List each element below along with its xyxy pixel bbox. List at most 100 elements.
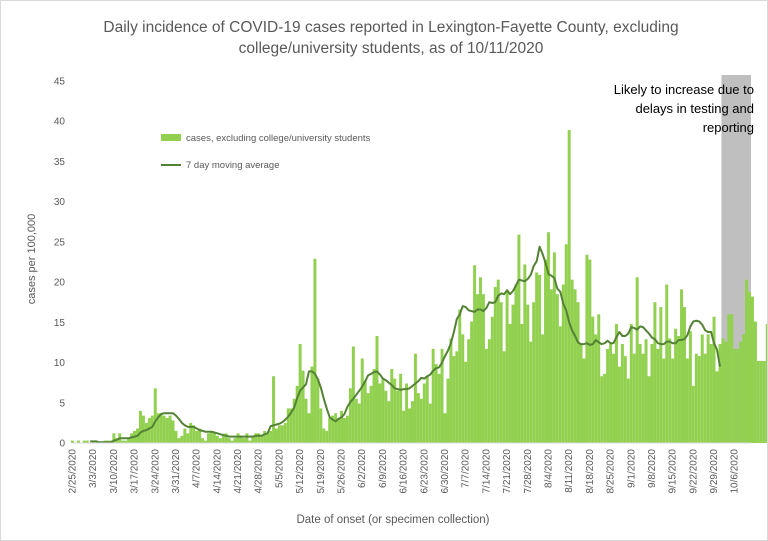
- bar: [251, 435, 255, 443]
- bar: [452, 356, 456, 443]
- bar: [756, 360, 760, 443]
- bar: [127, 438, 131, 443]
- bar: [697, 356, 701, 443]
- bar: [555, 294, 559, 443]
- bar: [263, 430, 267, 443]
- delay-annotation: Likely to increase due to delays in test…: [613, 82, 754, 135]
- x-tick-label: 3/17/2020: [130, 449, 141, 494]
- bar: [751, 296, 754, 443]
- bar: [360, 358, 364, 443]
- bar: [526, 304, 530, 443]
- y-tick-label: 10: [54, 358, 66, 369]
- bar: [476, 294, 479, 443]
- x-tick-label: 2/25/2020: [68, 449, 79, 494]
- bar: [736, 348, 740, 443]
- bar: [479, 277, 482, 443]
- bar: [283, 422, 287, 443]
- x-tick-label: 8/18/2020: [585, 449, 596, 494]
- bar: [260, 435, 264, 443]
- bar: [180, 435, 184, 443]
- bar: [254, 433, 258, 443]
- bar: [564, 244, 568, 443]
- bar: [576, 302, 580, 443]
- bar: [301, 370, 305, 443]
- bar: [718, 344, 722, 443]
- bar: [286, 408, 290, 443]
- bar: [408, 408, 411, 443]
- y-tick-label: 45: [54, 77, 66, 88]
- x-tick-label: 7/14/2020: [481, 449, 492, 494]
- bar: [703, 353, 707, 443]
- bar: [570, 279, 574, 443]
- bar: [712, 316, 716, 443]
- bar: [419, 398, 423, 443]
- bar: [422, 383, 426, 443]
- bar: [730, 314, 734, 443]
- bar: [461, 334, 465, 443]
- bar: [390, 368, 394, 443]
- bar: [384, 390, 388, 443]
- bar: [567, 130, 571, 443]
- bar: [239, 435, 243, 443]
- bar: [473, 265, 477, 443]
- bar: [677, 336, 681, 443]
- bar: [316, 378, 320, 443]
- bar: [221, 435, 225, 443]
- bar: [224, 433, 228, 443]
- x-tick-label: 6/2/2020: [357, 449, 368, 488]
- bar: [493, 286, 497, 443]
- bar: [85, 440, 89, 443]
- bar: [552, 252, 556, 443]
- bar: [212, 433, 216, 443]
- bar: [600, 376, 604, 443]
- bar: [168, 415, 172, 443]
- bar: [393, 378, 397, 443]
- x-tick-label: 5/19/2020: [316, 449, 327, 494]
- bar: [195, 430, 199, 443]
- bar: [594, 334, 598, 443]
- bar: [236, 433, 240, 443]
- x-tick-label: 7/7/2020: [461, 449, 472, 488]
- bar: [641, 353, 645, 443]
- x-tick-label: 7/21/2020: [502, 449, 513, 494]
- bar: [502, 351, 506, 443]
- bar: [396, 390, 400, 443]
- bar: [269, 430, 273, 443]
- x-tick-label: 9/8/2020: [647, 449, 658, 488]
- bar: [647, 376, 651, 443]
- x-tick-label: 6/30/2020: [440, 449, 451, 494]
- bar: [431, 348, 435, 443]
- bar: [487, 339, 491, 443]
- bar: [588, 259, 592, 443]
- bar: [411, 401, 414, 443]
- bar: [709, 344, 713, 443]
- bar: [201, 438, 205, 443]
- bar: [742, 334, 746, 443]
- x-tick-label: 8/4/2020: [544, 449, 555, 488]
- bar: [366, 393, 370, 443]
- y-tick-label: 15: [54, 318, 66, 329]
- bar: [617, 366, 621, 443]
- bar: [603, 373, 607, 443]
- bar: [76, 440, 80, 443]
- bar: [171, 420, 175, 443]
- legend-label-average: 7 day moving average: [186, 160, 279, 171]
- bar: [348, 388, 352, 443]
- x-tick-label: 8/25/2020: [606, 449, 617, 494]
- bar: [662, 358, 666, 443]
- bar: [544, 259, 547, 443]
- bar: [745, 279, 749, 443]
- bar: [227, 438, 231, 443]
- bar: [174, 430, 178, 443]
- bar: [416, 393, 420, 443]
- bar: [292, 398, 296, 443]
- bar: [508, 323, 512, 443]
- y-tick-label: 5: [59, 398, 65, 409]
- bar: [650, 344, 654, 443]
- bar: [440, 348, 444, 443]
- bar: [653, 302, 657, 443]
- bar: [150, 415, 154, 443]
- bar: [446, 378, 450, 443]
- bar: [331, 415, 335, 443]
- x-tick-label: 3/10/2020: [109, 449, 120, 494]
